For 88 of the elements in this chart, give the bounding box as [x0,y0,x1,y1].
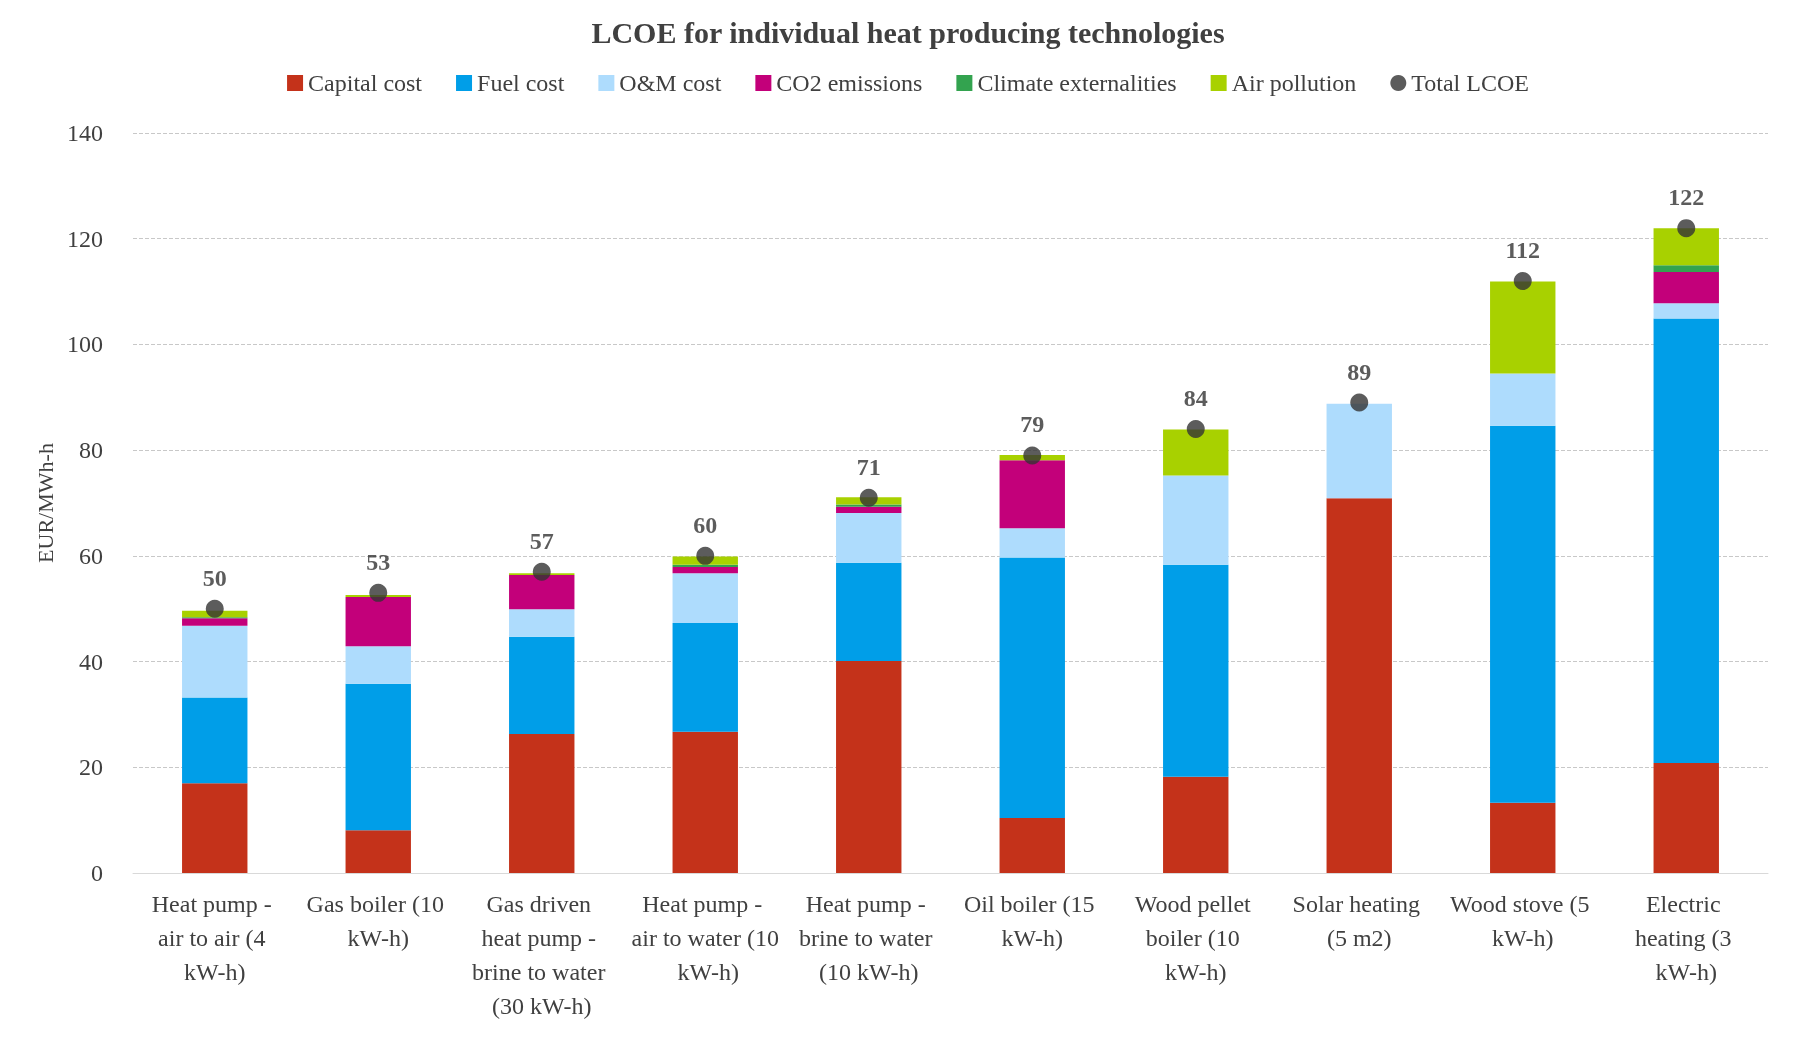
bar [1490,802,1556,873]
bar [836,506,902,514]
y-tick-label: 0 [91,860,103,886]
bar [999,818,1065,873]
bar [1163,564,1229,777]
point [1513,272,1532,290]
bar [672,622,738,732]
x-tick-label: Gas boiler (10 kW-h) [306,891,450,951]
bar [1163,475,1229,565]
point [532,562,551,581]
point [696,546,715,565]
y-tick-label: 20 [79,754,103,781]
bar [1490,425,1556,803]
bar [345,646,411,684]
bar [1490,373,1556,426]
bar [672,564,738,567]
x-tick-label: Electric heating (3 kW-h) [1634,891,1738,985]
y-axis-title: EUR/MWh-h [32,443,58,563]
bar [182,618,248,626]
point [205,599,224,618]
y-tick-label: 140 [67,120,103,146]
point [1350,393,1369,412]
bar [509,733,575,873]
x-tick-label: Wood stove (5 kW-h) [1450,891,1596,951]
bar [345,597,411,647]
data-label: 79 [1020,411,1045,438]
y-tick-label: 40 [79,648,103,675]
point [859,488,878,507]
legend-label: Fuel cost [477,70,565,96]
bar [345,830,411,873]
data-label: 60 [693,511,718,538]
legend-label: Air pollution [1231,70,1357,96]
bar [182,783,248,873]
chart-title: LCOE for individual heat producing technologies [591,15,1225,49]
bar [999,528,1065,558]
bar [509,609,575,637]
x-tick-label: Wood pellet boiler (10 kW-h) [1134,891,1257,985]
bar [672,573,738,623]
legend-label: O&M cost [619,70,722,96]
data-label: 57 [529,527,554,554]
bar [1326,498,1392,873]
data-label: 53 [366,548,391,575]
bar [509,636,575,734]
bar [1653,763,1719,873]
data-label: 89 [1347,358,1372,385]
x-tick-label: Solar heating (5 m2) [1292,891,1426,951]
x-tick-label: Gas driven heat pump - brine to water (30 kW-h) [472,891,612,1019]
point [369,583,388,602]
bar [509,574,575,610]
bar [836,661,902,873]
point [1677,219,1696,238]
legend-label: Climate externalities [977,70,1177,96]
bar [999,460,1065,529]
point [1023,446,1042,465]
legend-label: Total LCOE [1411,70,1529,96]
data-label: 122 [1668,184,1705,211]
bar [1490,281,1556,374]
x-tick-label: Oil boiler (15 kW-h) [963,891,1101,951]
bar [345,683,411,831]
legend-label: CO2 emissions [776,70,923,96]
bar [672,731,738,873]
y-tick-label: 100 [67,331,103,358]
bar [1653,303,1719,319]
x-tick-label: Heat pump - air to air (4 kW-h) [151,891,278,985]
point [1186,420,1205,438]
bar [1653,228,1719,266]
y-tick-label: 120 [67,225,103,252]
bar [836,513,902,563]
bar [1653,265,1719,273]
legend-label: Capital cost [308,70,423,96]
data-label: 50 [202,564,227,591]
bar [182,625,248,698]
data-label: 112 [1505,237,1541,263]
x-tick-label: Heat pump - brine to water (10 kW-h) [799,891,939,985]
bar [999,557,1065,819]
bar [1653,318,1719,764]
bar [836,562,902,662]
data-label: 84 [1183,385,1208,411]
bar [182,697,248,784]
bar [1326,403,1392,499]
bar [1653,272,1719,304]
x-tick-label: Heat pump - air to water (10 kW-h) [631,891,779,985]
bar [672,566,738,574]
data-label: 71 [856,453,881,480]
bar [1163,776,1229,873]
y-tick-label: 80 [79,437,103,464]
bar [1163,429,1229,476]
y-tick-label: 60 [79,542,103,569]
